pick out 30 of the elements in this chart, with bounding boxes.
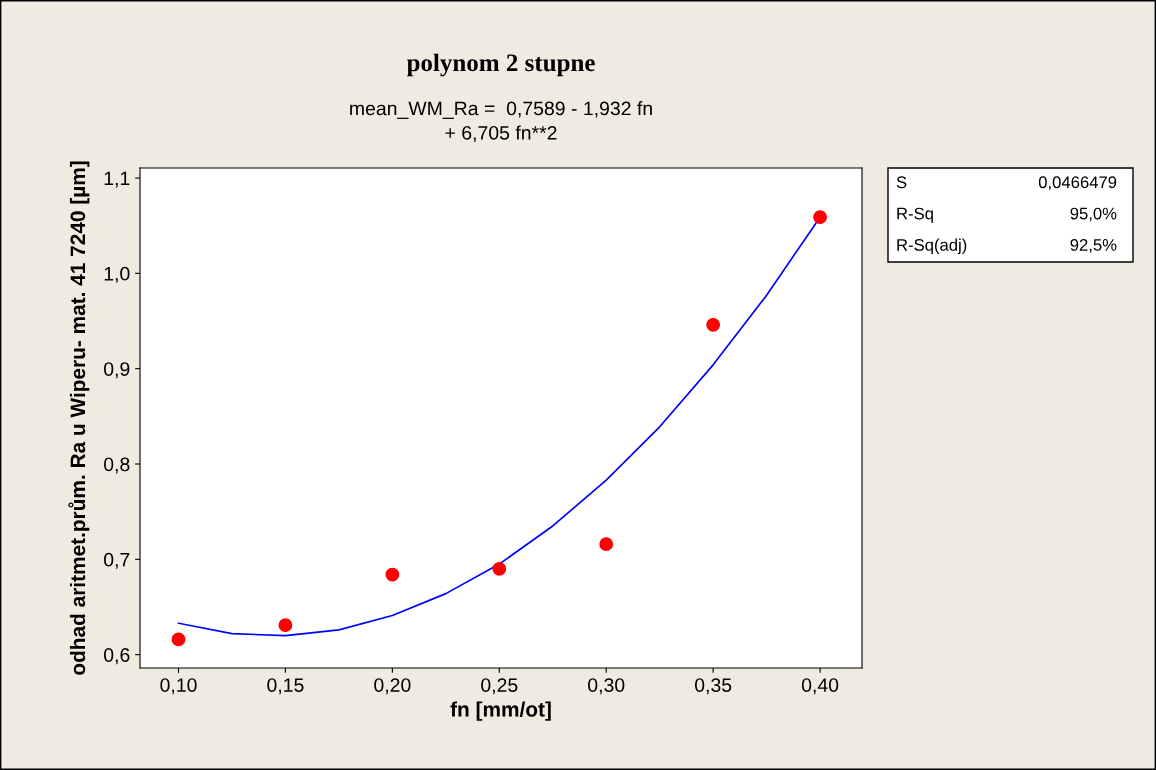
x-axis-title: fn [mm/ot]: [450, 701, 551, 721]
y-tick-label: 0,7: [104, 552, 130, 569]
x-tick-label: 0,25: [481, 678, 518, 695]
x-tick-label: 0,15: [267, 678, 304, 695]
x-tick-label: 0,40: [801, 678, 839, 695]
x-tick-label: 0,10: [160, 678, 197, 695]
y-tick-label: 0,6: [104, 648, 130, 665]
text: 95,0%: [1070, 207, 1117, 222]
text: 92,5%: [1070, 239, 1117, 253]
x-tick-label: 0,20: [374, 678, 411, 695]
point: [706, 317, 721, 332]
text: S: [896, 176, 907, 189]
x-tick-label: 0,30: [588, 678, 625, 695]
point: [599, 537, 614, 551]
y-axis-title: odhad aritmet.prům. Ra u Wiperu- mat. 41 7240 [µm]: [68, 161, 90, 675]
point: [171, 632, 186, 647]
y-tick-label: 1,0: [104, 266, 130, 283]
point: [492, 561, 507, 576]
y-tick-label: 1,1: [104, 171, 130, 188]
point: [385, 567, 400, 582]
chart-subtitle: mean_WM_Ra = 0,7589 - 1,932 fn + 6,705 fn**2: [350, 101, 652, 143]
text: 0,0466479: [1038, 176, 1117, 191]
x-tick-label: 0,35: [694, 678, 732, 695]
chart-title: polynom 2 stupne: [406, 53, 595, 77]
y-tick-label: 0,9: [104, 362, 130, 379]
point: [813, 210, 827, 225]
text: R-Sq: [897, 207, 933, 223]
y-tick-label: 0,8: [104, 457, 130, 474]
text: R-Sq(adj): [897, 238, 967, 255]
point: [278, 618, 293, 633]
